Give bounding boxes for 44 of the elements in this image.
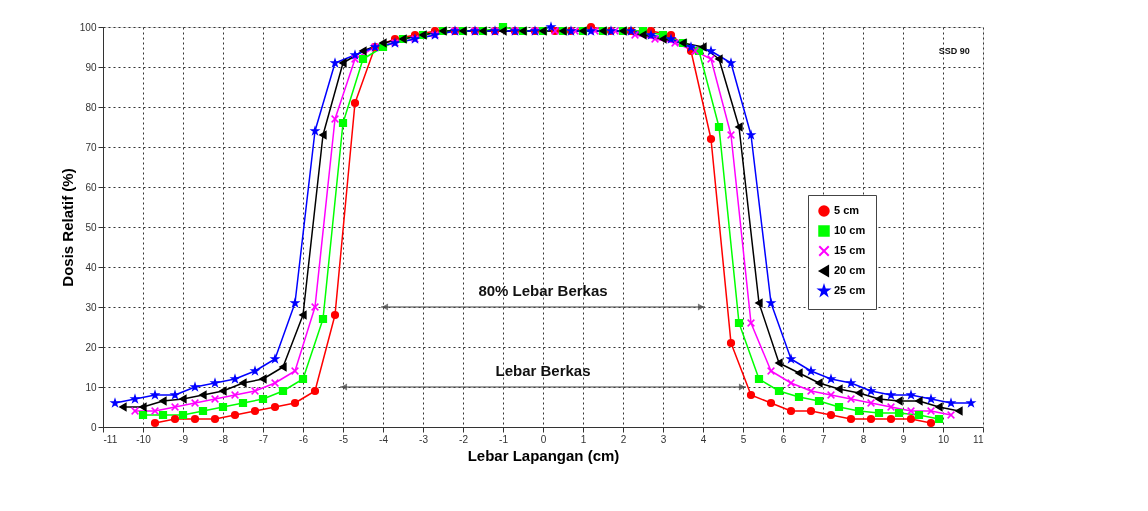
x-axis-title: Lebar Lapangan (cm) <box>467 446 620 464</box>
y-tick-label: 70 <box>85 141 97 153</box>
x-tick-label: 9 <box>900 433 907 445</box>
annotation: SSD 90 <box>938 46 970 56</box>
y-tick-label: 40 <box>85 261 97 273</box>
x-tick-label: 6 <box>780 433 787 445</box>
x-tick-label: -5 <box>339 433 349 445</box>
annotation: Lebar Berkas <box>495 362 591 379</box>
y-tick-label: 90 <box>85 61 97 73</box>
y-tick-label: 50 <box>85 221 97 233</box>
x-tick-label: 7 <box>820 433 827 445</box>
x-tick-label: -8 <box>219 433 229 445</box>
x-tick-label: -2 <box>459 433 469 445</box>
x-tick-label: -3 <box>419 433 429 445</box>
x-tick-label: -1 <box>499 433 509 445</box>
x-tick-label: 2 <box>620 433 627 445</box>
x-tick-label: 8 <box>860 433 867 445</box>
y-axis-title: Dosis Relatif (%) <box>58 168 76 287</box>
legend-label: 20 cm <box>834 264 866 276</box>
x-tick-label: 4 <box>700 433 707 445</box>
legend-label: 5 cm <box>834 204 860 216</box>
y-tick-label: 0 <box>90 421 97 433</box>
x-tick-label: 5 <box>740 433 747 445</box>
y-tick-label: 20 <box>85 341 97 353</box>
y-tick-label: 10 <box>85 381 97 393</box>
y-tick-label: 30 <box>85 301 97 313</box>
x-tick-label: -7 <box>259 433 269 445</box>
x-tick-label: -9 <box>179 433 189 445</box>
legend-label: 25 cm <box>834 284 866 296</box>
x-tick-label: 10 <box>937 433 950 445</box>
y-tick-label: 100 <box>79 21 97 33</box>
x-tick-label: -11 <box>103 433 118 445</box>
annotation: 80% Lebar Berkas <box>478 282 608 299</box>
x-tick-label: -4 <box>379 433 389 445</box>
x-tick-label: -6 <box>299 433 309 445</box>
y-tick-label: 60 <box>85 181 97 193</box>
x-tick-label: 0 <box>540 433 547 445</box>
y-tick-label: 80 <box>85 101 97 113</box>
legend-label: 10 cm <box>834 224 866 236</box>
legend-label: 15 cm <box>834 244 866 256</box>
x-tick-label: -10 <box>136 433 152 445</box>
x-tick-label: 1 <box>580 433 587 445</box>
x-tick-label: 11 <box>973 433 984 445</box>
x-tick-label: 3 <box>660 433 667 445</box>
